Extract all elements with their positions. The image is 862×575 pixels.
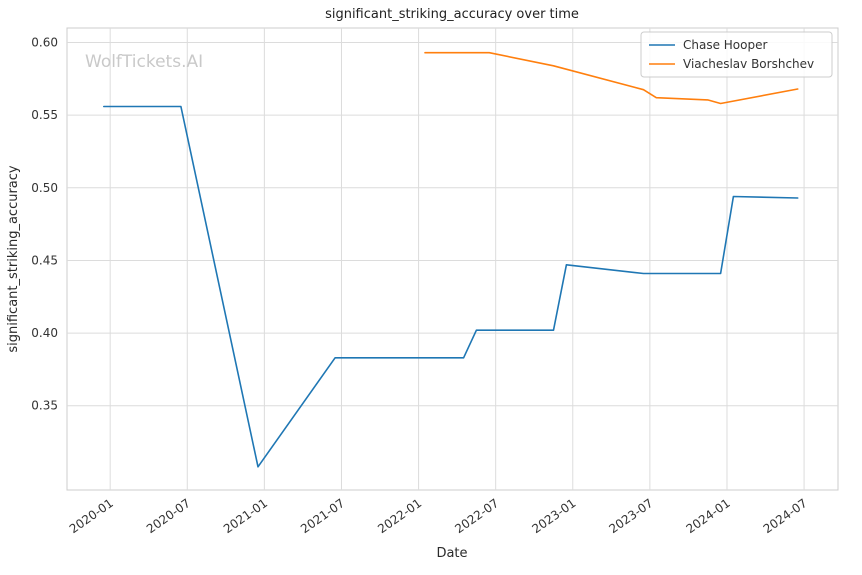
- series-lines: [103, 51, 799, 468]
- chart-title: significant_striking_accuracy over time: [325, 7, 579, 22]
- x-tick-labels: 2020-01 2020-07 2021-01 2021-07 2022-01 2022-…: [67, 496, 810, 536]
- legend-label-viacheslav-borshchev: Viacheslav Borshchev: [683, 57, 814, 71]
- series-line-chase-hooper: [103, 105, 799, 468]
- legend-box: [640, 31, 833, 78]
- x-tick-label: 2021-01: [221, 496, 270, 536]
- x-tick-label: 2022-07: [452, 496, 501, 536]
- y-tick-label: 0.50: [31, 181, 58, 195]
- y-tick-label: 0.45: [31, 253, 58, 267]
- x-tick-label: 2024-01: [684, 496, 733, 536]
- series-line-viacheslav-borshchev: [424, 51, 799, 105]
- y-tick-label: 0.55: [31, 108, 58, 122]
- y-tick-labels: 0.35 0.40 0.45 0.50 0.55 0.60: [31, 36, 58, 413]
- x-tick-label: 2023-07: [606, 496, 655, 536]
- legend-label-chase-hooper: Chase Hooper: [683, 38, 767, 52]
- plot-area: [66, 27, 839, 491]
- x-tick-label: 2020-01: [67, 496, 116, 536]
- x-tick-label: 2021-07: [298, 496, 347, 536]
- x-tick-label: 2023-01: [529, 496, 578, 536]
- x-tick-label: 2022-01: [375, 496, 424, 536]
- y-tick-label: 0.40: [31, 326, 58, 340]
- watermark: WolfTickets.AI: [85, 52, 203, 72]
- x-tick-label: 2020-07: [144, 496, 193, 536]
- y-tick-label: 0.35: [31, 399, 58, 413]
- x-tick-label: 2024-07: [761, 496, 810, 536]
- x-axis-label: Date: [436, 546, 467, 561]
- y-tick-label: 0.60: [31, 36, 58, 50]
- legend: Chase Hooper Viacheslav Borshchev: [640, 31, 833, 78]
- gridlines: [67, 28, 838, 490]
- y-axis-label: significant_striking_accuracy: [6, 165, 21, 353]
